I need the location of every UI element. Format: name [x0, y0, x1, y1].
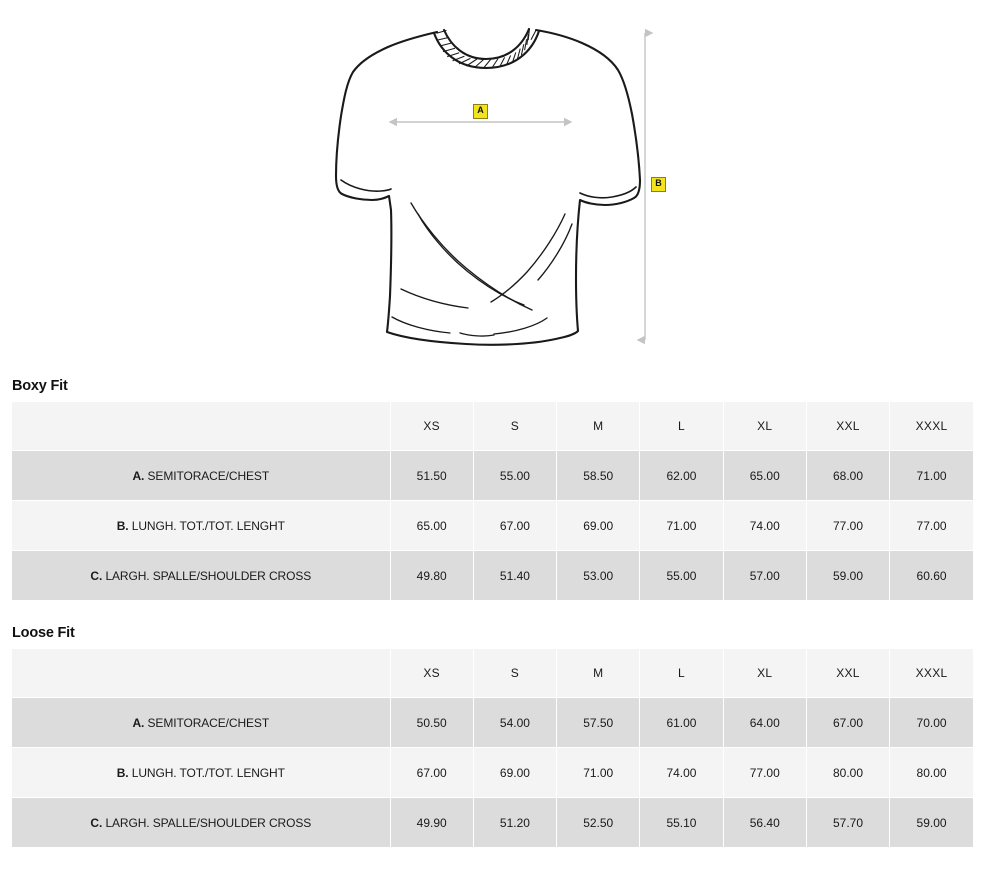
cell-chest-l: 61.00	[639, 697, 724, 748]
row-label-text: SEMITORACE/CHEST	[147, 715, 270, 730]
cell-chest-xxl: 68.00	[806, 450, 891, 501]
cell-chest-s: 54.00	[473, 697, 558, 748]
cell-shoulder-m: 53.00	[556, 550, 641, 601]
cell-chest-xs: 51.50	[390, 450, 474, 501]
section-loose-fit: Loose Fit XS S M L XL XXL XXXL A. SEMITO…	[0, 601, 990, 848]
cell-length-xxxl: 77.00	[889, 500, 973, 551]
table-header-row: XS S M L XL XXL XXXL	[12, 402, 973, 451]
table-row: B. LUNGH. TOT./TOT. LENGHT 67.00 69.00 7…	[12, 747, 973, 798]
table-row: C. LARGH. SPALLE/SHOULDER CROSS 49.80 51…	[12, 550, 973, 601]
row-label-text: LARGH. SPALLE/SHOULDER CROSS	[105, 815, 312, 830]
cell-length-s: 69.00	[473, 747, 558, 798]
cell-shoulder-xs: 49.90	[390, 797, 474, 848]
cell-shoulder-xl: 56.40	[723, 797, 807, 848]
column-header-xxxl: XXXL	[889, 649, 973, 698]
section-boxy-fit: Boxy Fit XS S M L XL XXL XXXL A. SEMITOR…	[0, 368, 990, 601]
cell-chest-xl: 64.00	[723, 697, 807, 748]
section-title-loose-fit: Loose Fit	[12, 625, 75, 641]
dimension-marker-b: B	[651, 177, 666, 192]
column-header-xl: XL	[723, 402, 807, 451]
row-label-length: B. LUNGH. TOT./TOT. LENGHT	[12, 747, 391, 798]
cell-length-xs: 67.00	[390, 747, 474, 798]
cell-shoulder-m: 52.50	[556, 797, 641, 848]
column-header-measure	[12, 402, 391, 451]
column-header-xs: XS	[390, 402, 474, 451]
cell-chest-s: 55.00	[473, 450, 558, 501]
table-header-row: XS S M L XL XXL XXXL	[12, 649, 973, 698]
cell-chest-xs: 50.50	[390, 697, 474, 748]
cell-chest-xl: 65.00	[723, 450, 807, 501]
column-header-l: L	[639, 649, 724, 698]
cell-length-xl: 77.00	[723, 747, 807, 798]
cell-shoulder-xl: 57.00	[723, 550, 807, 601]
column-header-m: M	[556, 649, 641, 698]
garment-illustration: A B	[0, 0, 990, 368]
cell-shoulder-s: 51.20	[473, 797, 558, 848]
row-label-text: LUNGH. TOT./TOT. LENGHT	[131, 765, 285, 780]
row-key: C.	[90, 815, 103, 830]
cell-chest-xxl: 67.00	[806, 697, 891, 748]
cell-shoulder-xxxl: 59.00	[889, 797, 973, 848]
row-label-chest: A. SEMITORACE/CHEST	[12, 697, 391, 748]
column-header-measure	[12, 649, 391, 698]
cell-length-xxxl: 80.00	[889, 747, 973, 798]
cell-shoulder-xs: 49.80	[390, 550, 474, 601]
column-header-xxl: XXL	[806, 649, 891, 698]
cell-shoulder-l: 55.00	[639, 550, 724, 601]
row-label-chest: A. SEMITORACE/CHEST	[12, 450, 391, 501]
row-label-shoulder: C. LARGH. SPALLE/SHOULDER CROSS	[12, 550, 391, 601]
table-row: C. LARGH. SPALLE/SHOULDER CROSS 49.90 51…	[12, 797, 973, 848]
column-header-xs: XS	[390, 649, 474, 698]
size-table-boxy-fit: XS S M L XL XXL XXXL A. SEMITORACE/CHEST…	[12, 402, 973, 601]
cell-length-s: 67.00	[473, 500, 558, 551]
row-label-text: LARGH. SPALLE/SHOULDER CROSS	[105, 568, 312, 583]
cell-shoulder-xxl: 57.70	[806, 797, 891, 848]
row-key: A.	[132, 468, 145, 483]
cell-length-xxl: 80.00	[806, 747, 891, 798]
row-key: C.	[90, 568, 103, 583]
table-row: B. LUNGH. TOT./TOT. LENGHT 65.00 67.00 6…	[12, 500, 973, 551]
row-label-shoulder: C. LARGH. SPALLE/SHOULDER CROSS	[12, 797, 391, 848]
row-label-length: B. LUNGH. TOT./TOT. LENGHT	[12, 500, 391, 551]
cell-length-m: 71.00	[556, 747, 641, 798]
column-header-m: M	[556, 402, 641, 451]
row-key: B.	[116, 765, 129, 780]
column-header-l: L	[639, 402, 724, 451]
cell-length-m: 69.00	[556, 500, 641, 551]
column-header-s: S	[473, 402, 558, 451]
cell-length-l: 71.00	[639, 500, 724, 551]
column-header-s: S	[473, 649, 558, 698]
section-title-boxy-fit: Boxy Fit	[12, 378, 68, 394]
cell-shoulder-s: 51.40	[473, 550, 558, 601]
row-label-text: LUNGH. TOT./TOT. LENGHT	[131, 518, 285, 533]
cell-length-l: 74.00	[639, 747, 724, 798]
row-key: B.	[116, 518, 129, 533]
cell-chest-xxxl: 70.00	[889, 697, 973, 748]
column-header-xxxl: XXXL	[889, 402, 973, 451]
table-row: A. SEMITORACE/CHEST 51.50 55.00 58.50 62…	[12, 450, 973, 501]
cell-shoulder-xxl: 59.00	[806, 550, 891, 601]
cell-shoulder-l: 55.10	[639, 797, 724, 848]
row-label-text: SEMITORACE/CHEST	[147, 468, 270, 483]
cell-chest-m: 57.50	[556, 697, 641, 748]
cell-shoulder-xxxl: 60.60	[889, 550, 973, 601]
dimension-marker-a: A	[473, 104, 488, 119]
size-table-loose-fit: XS S M L XL XXL XXXL A. SEMITORACE/CHEST…	[12, 649, 973, 848]
column-header-xxl: XXL	[806, 402, 891, 451]
column-header-xl: XL	[723, 649, 807, 698]
cell-length-xl: 74.00	[723, 500, 807, 551]
tshirt-technical-drawing	[334, 27, 642, 346]
cell-length-xs: 65.00	[390, 500, 474, 551]
table-row: A. SEMITORACE/CHEST 50.50 54.00 57.50 61…	[12, 697, 973, 748]
cell-chest-xxxl: 71.00	[889, 450, 973, 501]
cell-length-xxl: 77.00	[806, 500, 891, 551]
row-key: A.	[132, 715, 145, 730]
cell-chest-m: 58.50	[556, 450, 641, 501]
cell-chest-l: 62.00	[639, 450, 724, 501]
